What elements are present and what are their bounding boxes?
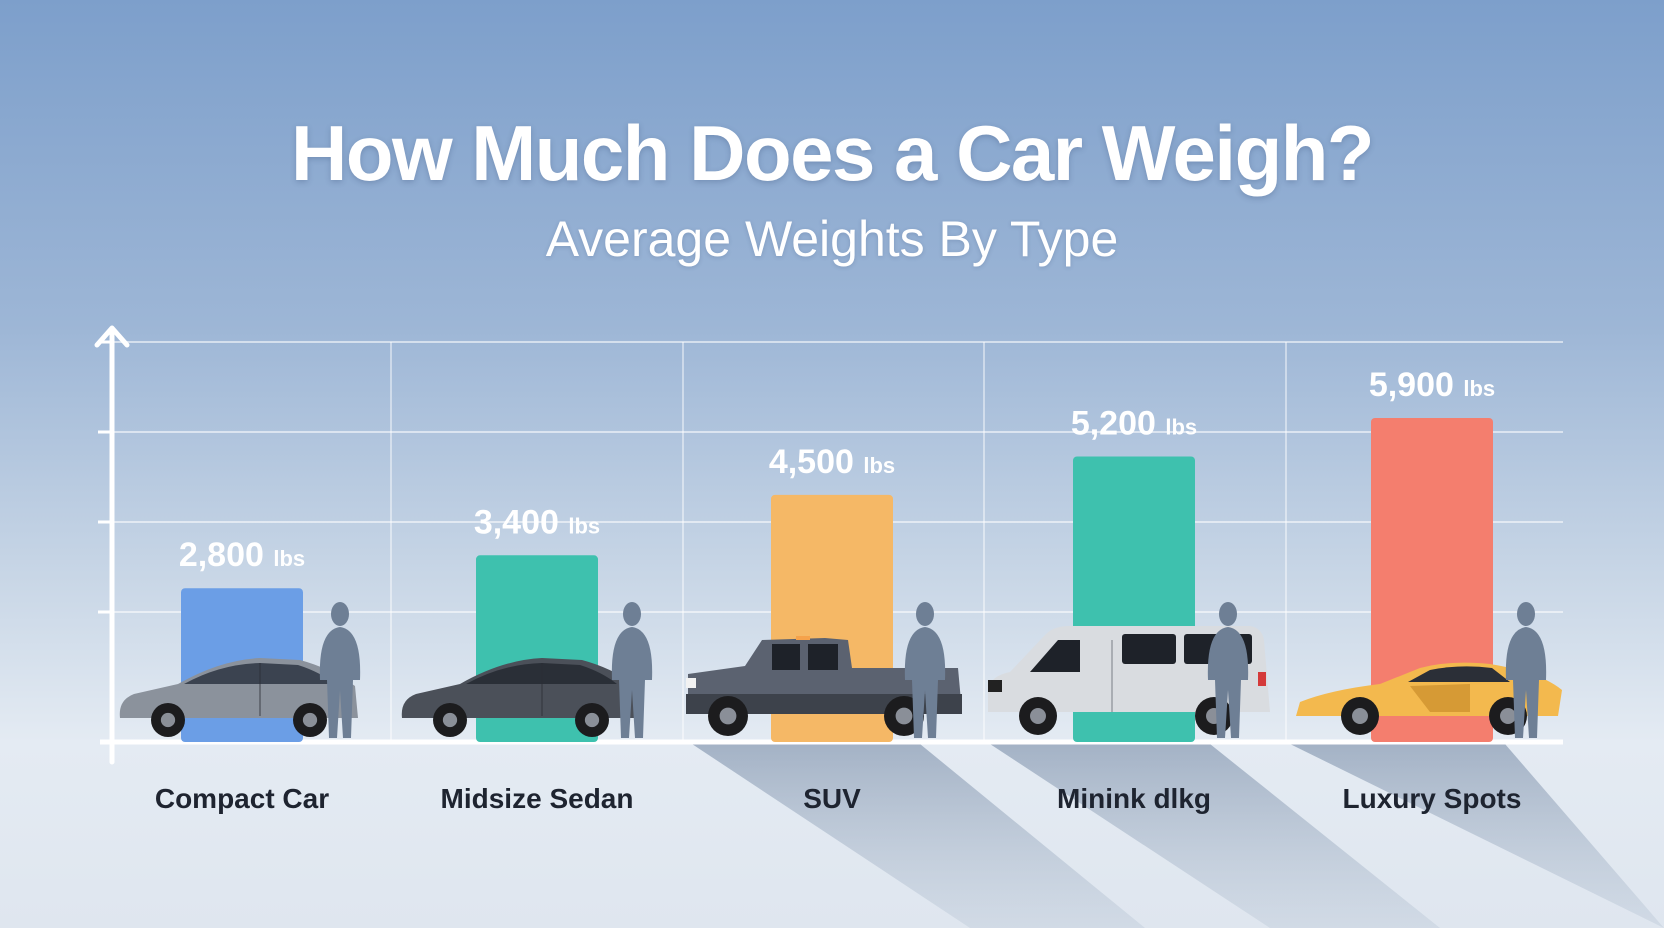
person-silhouette-icon (1505, 602, 1547, 738)
category-label: Minink dlkg (1057, 783, 1211, 814)
person-silhouette-icon (611, 602, 653, 738)
floor-shadow (1290, 744, 1664, 928)
value-label: 5,200 lbs (1071, 404, 1197, 442)
value-label: 4,500 lbs (769, 443, 895, 481)
pickup-truck-icon (686, 636, 962, 736)
compact-car-icon (119, 658, 359, 737)
chart-title: How Much Does a Car Weigh? (290, 109, 1375, 197)
value-label: 5,900 lbs (1369, 366, 1495, 404)
person-silhouette-icon (904, 602, 946, 738)
chart-subtitle: Average Weights By Type (545, 211, 1119, 267)
floor-shadow (692, 744, 1145, 928)
person-silhouette-icon (319, 602, 361, 738)
floor-shadow (990, 744, 1440, 928)
person-silhouette-icon (1207, 602, 1249, 738)
bar (1371, 418, 1493, 742)
category-label: Luxury Spots (1343, 783, 1522, 814)
category-label: Compact Car (155, 783, 329, 814)
value-label: 2,800 lbs (179, 536, 305, 574)
y-axis-arrow (94, 325, 130, 348)
category-label: Midsize Sedan (441, 783, 634, 814)
value-label: 3,400 lbs (474, 503, 600, 541)
sedan-icon (401, 658, 640, 737)
category-label: SUV (803, 783, 861, 814)
